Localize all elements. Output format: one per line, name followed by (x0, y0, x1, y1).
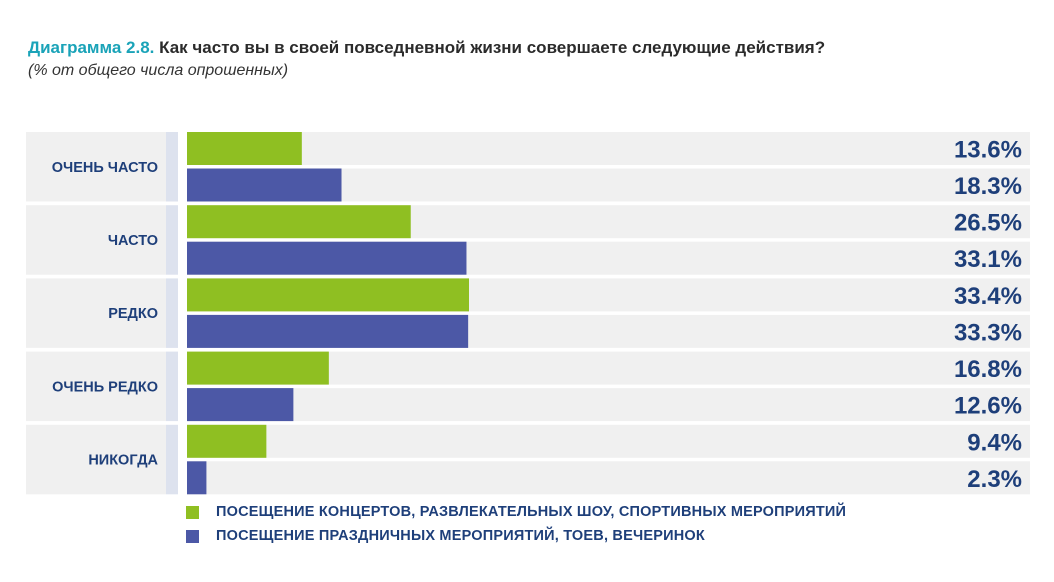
category-divider (166, 351, 178, 422)
legend-item-series2: ПОСЕЩЕНИЕ ПРАЗДНИЧНЫХ МЕРОПРИЯТИЙ, ТОЕВ,… (186, 524, 846, 548)
category-cell (26, 351, 166, 422)
category-label: ОЧЕНЬ РЕДКО (52, 379, 158, 395)
data-label: 13.6% (954, 137, 1022, 164)
data-label: 33.1% (954, 246, 1022, 273)
chart-title: Диаграмма 2.8. Как часто вы в своей повс… (28, 38, 825, 58)
data-label: 18.3% (954, 173, 1022, 200)
chart-title-text: Как часто вы в своей повседневной жизни … (159, 38, 826, 57)
data-label: 26.5% (954, 210, 1022, 237)
data-label: 33.3% (954, 319, 1022, 346)
category-label: ОЧЕНЬ ЧАСТО (52, 160, 158, 176)
legend-swatch-series2 (186, 529, 199, 543)
data-label: 33.4% (954, 283, 1022, 310)
bar (187, 241, 467, 275)
chart-title-number: Диаграмма 2.8. (28, 38, 155, 57)
data-label: 12.6% (954, 393, 1022, 420)
bar (187, 205, 411, 239)
bar-track (187, 461, 1030, 495)
category-label: РЕДКО (108, 306, 158, 322)
legend-label-series1: ПОСЕЩЕНИЕ КОНЦЕРТОВ, РАЗВЛЕКАТЕЛЬНЫХ ШОУ… (216, 504, 847, 520)
category-divider (166, 205, 178, 275)
category-divider (166, 278, 178, 348)
bar (187, 132, 302, 165)
category-cell (26, 132, 166, 202)
bar (187, 461, 207, 495)
chart-subtitle: (% от общего числа опрошенных) (28, 62, 289, 79)
bar (187, 314, 469, 348)
bar (187, 351, 329, 385)
category-cell (26, 424, 166, 495)
legend: ПОСЕЩЕНИЕ КОНЦЕРТОВ, РАЗВЛЕКАТЕЛЬНЫХ ШОУ… (186, 500, 846, 548)
category-cell (26, 278, 166, 348)
legend-swatch-series1 (186, 505, 199, 519)
legend-item-series1: ПОСЕЩЕНИЕ КОНЦЕРТОВ, РАЗВЛЕКАТЕЛЬНЫХ ШОУ… (186, 500, 846, 524)
category-divider (166, 132, 178, 202)
bar-track (187, 424, 1030, 458)
bar (187, 278, 469, 312)
bar (187, 424, 267, 458)
bar (187, 168, 342, 202)
data-label: 9.4% (967, 429, 1022, 456)
legend-label-series2: ПОСЕЩЕНИЕ ПРАЗДНИЧНЫХ МЕРОПРИЯТИЙ, ТОЕВ,… (216, 528, 705, 544)
category-label: НИКОГДА (88, 453, 158, 469)
bar (187, 388, 294, 422)
data-label: 16.8% (954, 356, 1022, 383)
category-divider (166, 424, 178, 495)
data-label: 2.3% (967, 466, 1022, 493)
category-cell (26, 205, 166, 275)
bar-track (187, 132, 1030, 165)
category-label: ЧАСТО (108, 233, 158, 249)
bar-track (187, 388, 1030, 422)
